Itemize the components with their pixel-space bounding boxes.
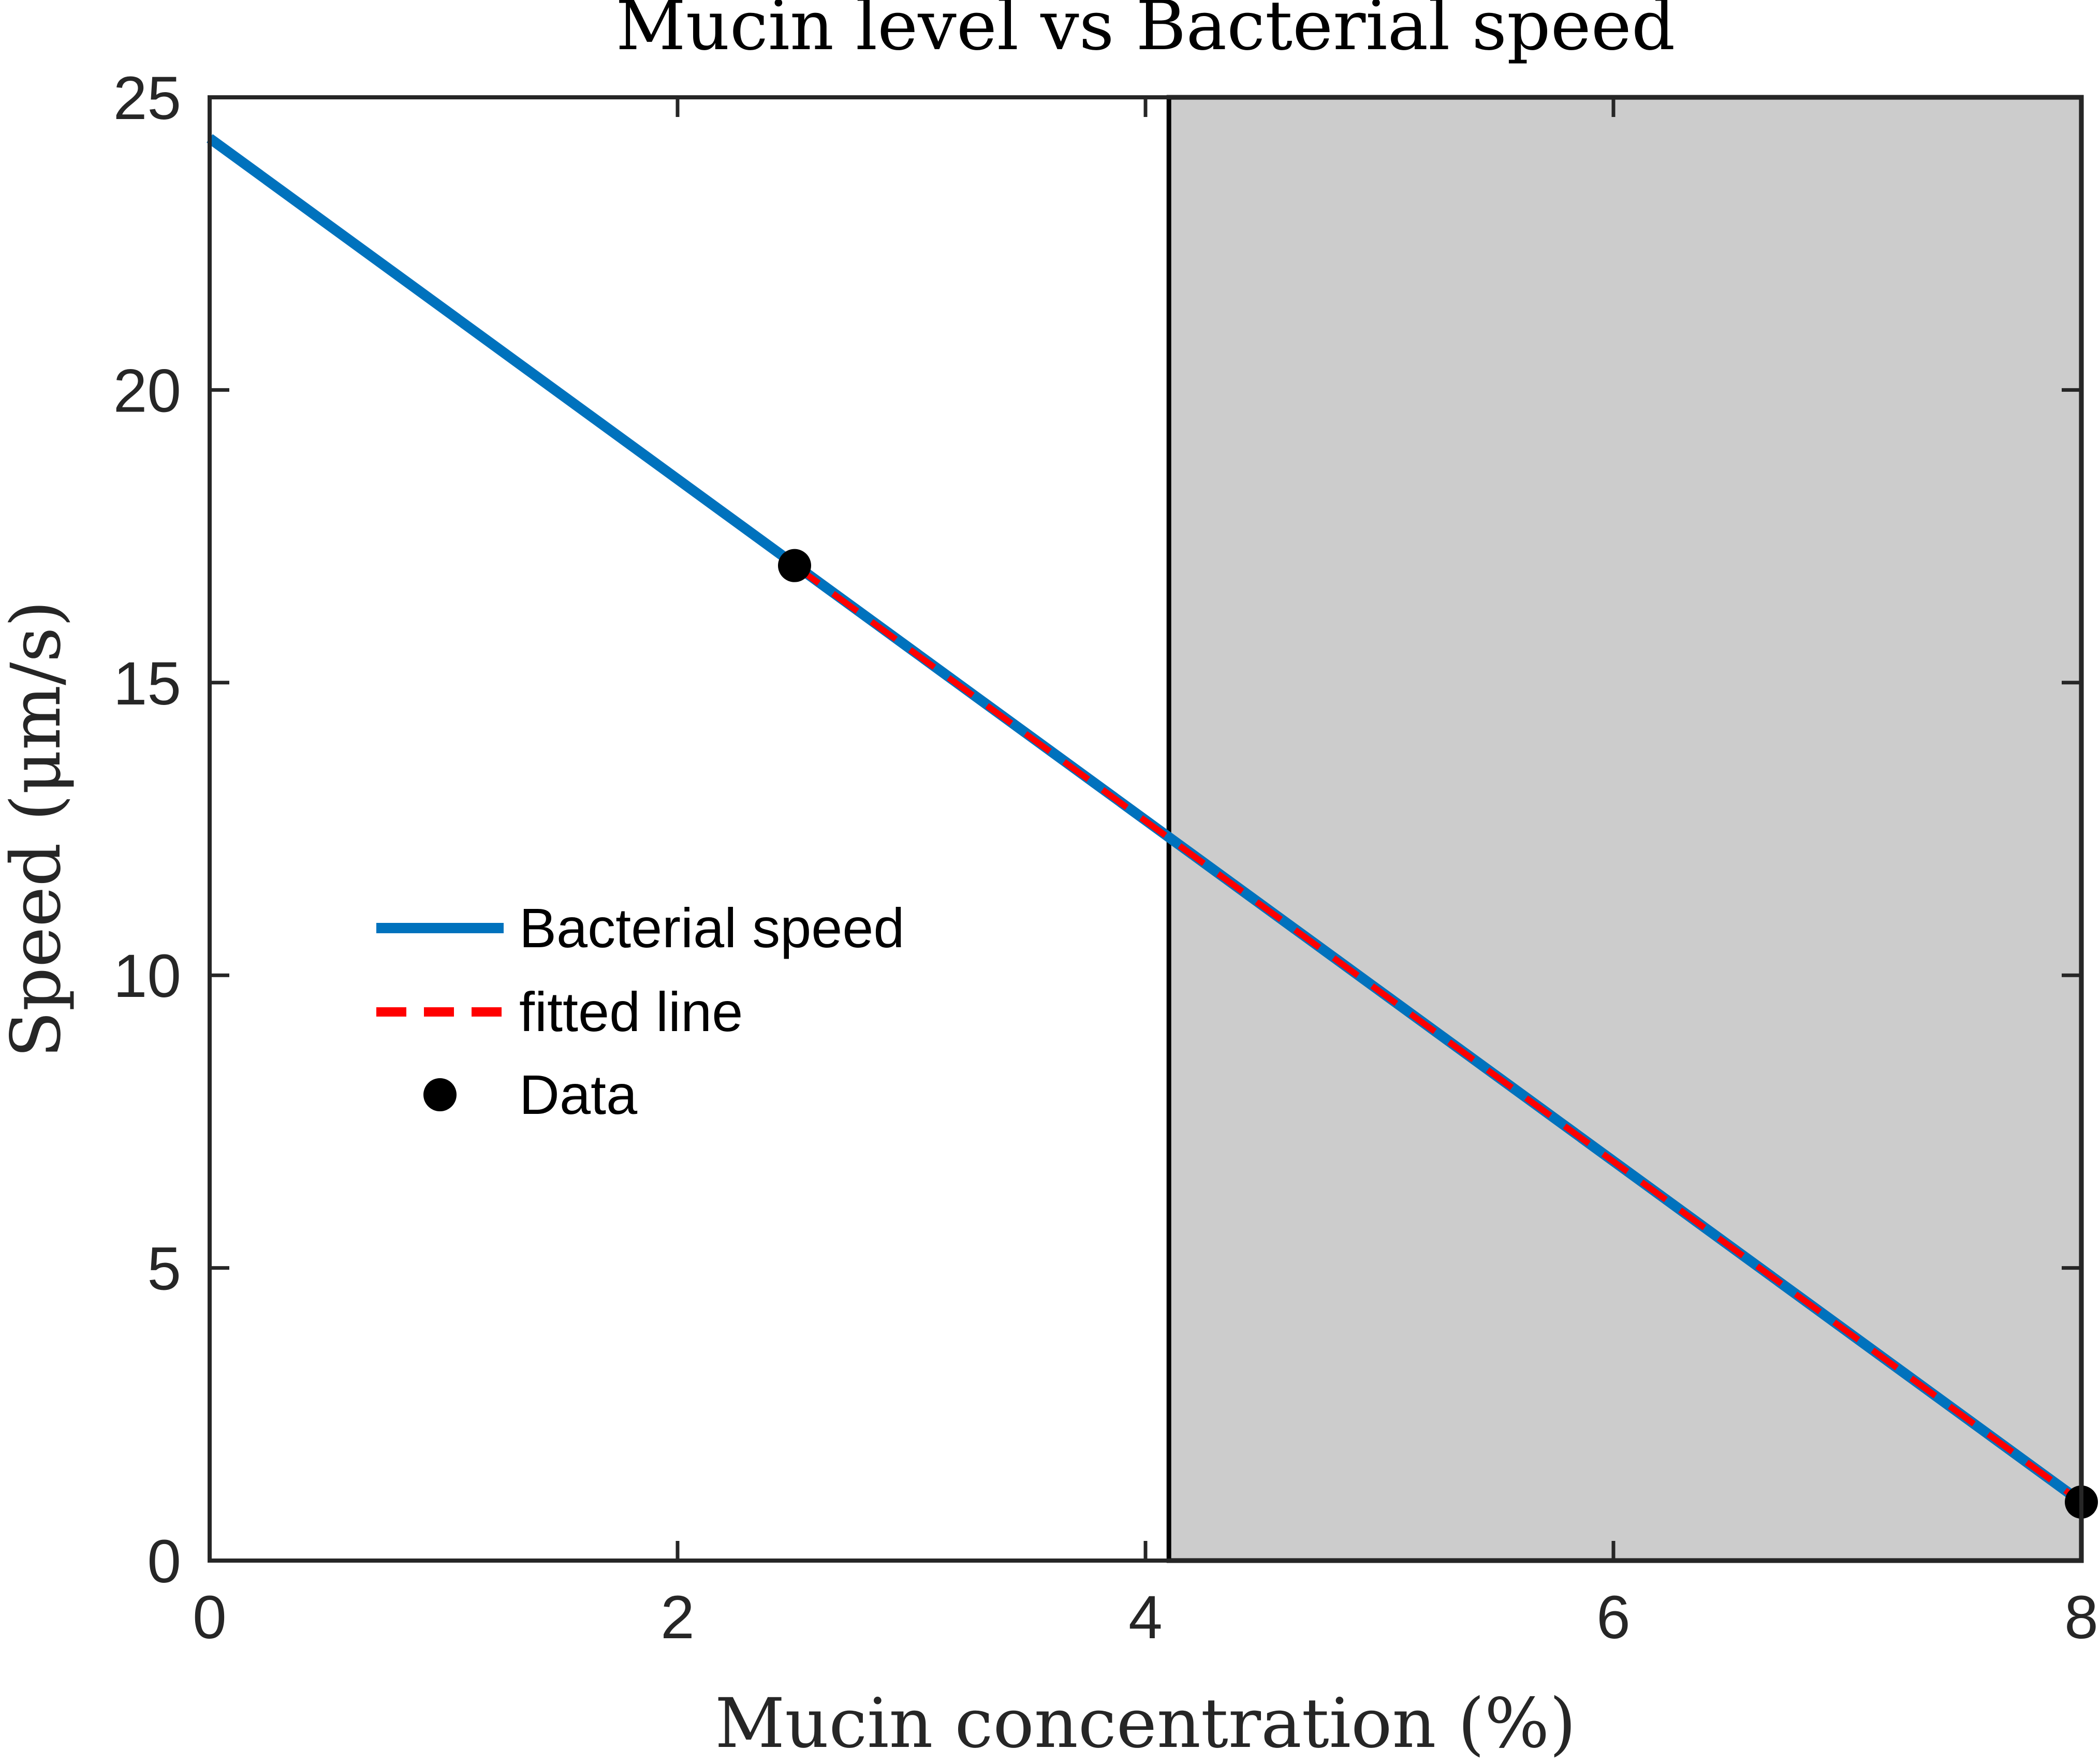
- series-line-fitted-line: [792, 563, 2083, 1505]
- data-point-0: [778, 549, 811, 582]
- legend-label-bacterial-speed: Bacterial speed: [519, 896, 904, 959]
- legend-label-fitted-line: fitted line: [519, 980, 743, 1043]
- x-tick-label: 6: [1596, 1583, 1631, 1652]
- chart-title: Mucin level vs Bacterial speed: [616, 0, 1676, 66]
- plot-layer: 0 2 4 6 8 0 5 10 15 20 25: [113, 64, 2098, 1652]
- y-tick-label: 15: [113, 650, 181, 718]
- shaded-region: [1166, 95, 2084, 1563]
- x-axis-label: Mucin concentration (%): [715, 1684, 1576, 1763]
- legend-label-data: Data: [519, 1063, 638, 1126]
- x-tick-label: 2: [660, 1583, 695, 1652]
- x-tick-label: 0: [193, 1583, 227, 1652]
- y-tick-label: 25: [113, 64, 181, 133]
- legend-swatch-data: [423, 1078, 457, 1111]
- y-tick-label: 10: [113, 942, 181, 1010]
- y-axis-label: Speed (μm/s): [0, 600, 76, 1058]
- y-tick-label: 5: [147, 1235, 181, 1303]
- legend: Bacterial speed fitted line Data: [376, 896, 904, 1126]
- y-tick-label: 0: [147, 1527, 181, 1596]
- x-tick-label: 4: [1128, 1583, 1163, 1652]
- y-tick-label: 20: [113, 357, 181, 425]
- x-tick-label: 8: [2064, 1583, 2098, 1652]
